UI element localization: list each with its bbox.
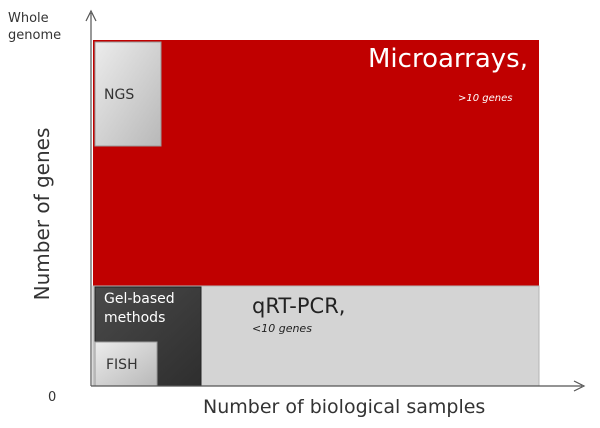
x-axis-arrowhead — [573, 380, 586, 392]
fish-label: FISH — [106, 357, 138, 373]
origin-label: 0 — [48, 390, 57, 405]
y-axis-top-label: Whole genome — [8, 11, 62, 43]
x-axis-label: Number of biological samples — [203, 396, 486, 418]
y-axis-arrowhead — [85, 9, 97, 22]
qrtpcr-title: qRT-PCR, — [252, 294, 346, 318]
ngs-box — [94, 41, 162, 147]
ngs-label: NGS — [104, 87, 135, 103]
gel-label: Gel-based methods — [104, 291, 175, 326]
microarrays-region — [93, 40, 539, 286]
y-axis-label: Number of genes — [30, 127, 54, 301]
microarrays-title: Microarrays, — [368, 44, 528, 74]
microarrays-subtitle: >10 genes — [458, 93, 513, 104]
qrtpcr-subtitle: <10 genes — [252, 322, 312, 335]
